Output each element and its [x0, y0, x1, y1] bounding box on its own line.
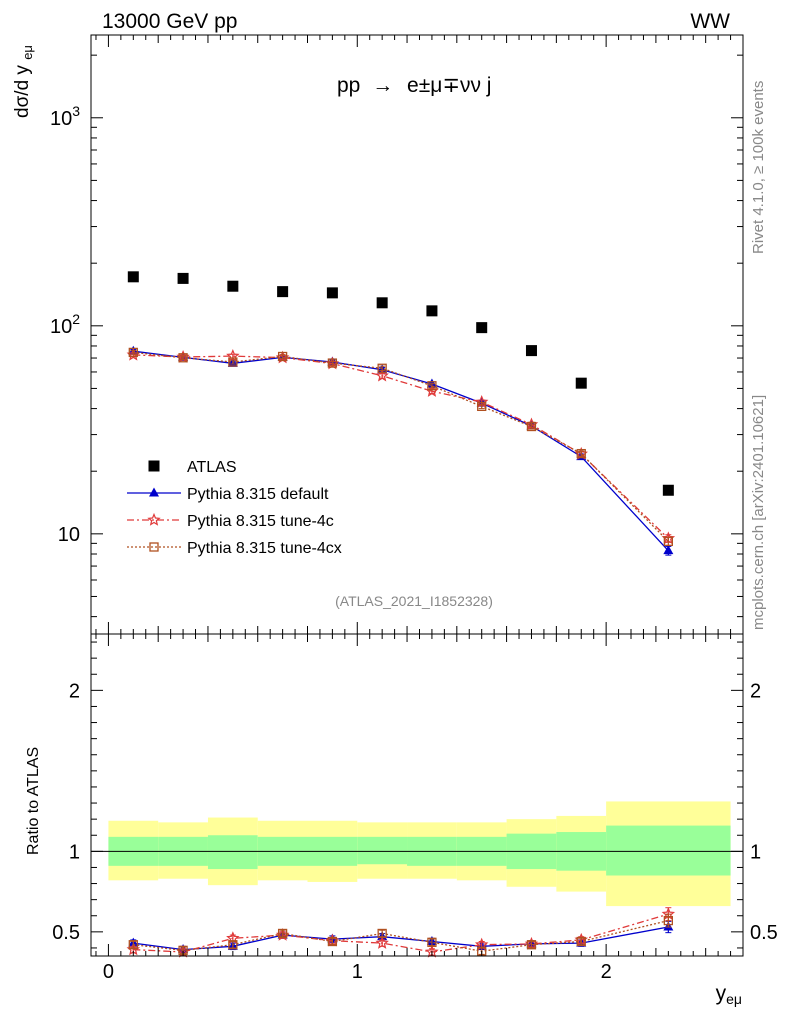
- process-prefix: pp: [337, 74, 360, 97]
- legend-marker: [147, 512, 161, 526]
- data-point: [277, 351, 288, 362]
- data-point: [277, 928, 288, 939]
- series-pythia-8-315-tune-4c: [126, 907, 676, 958]
- data-point: [576, 448, 586, 459]
- data-point: [427, 937, 437, 947]
- data-point: [525, 345, 537, 357]
- series-line: [133, 354, 669, 539]
- data-point: [178, 353, 188, 363]
- data-point: [426, 305, 438, 317]
- legend-entry: Pythia 8.315 tune-4cx: [127, 540, 342, 557]
- legend-label: Pythia 8.315 tune-4c: [187, 513, 334, 530]
- x-tick-label: 0: [103, 961, 114, 983]
- data-point: [128, 940, 138, 950]
- x-axis-label: yeμ: [716, 982, 742, 1007]
- data-point: [526, 940, 537, 950]
- mcplots-label: mcplots.cern.ch [arXiv:2401.10621]: [750, 395, 767, 630]
- ratio-axis-ticks: [91, 634, 743, 956]
- process-final-state: e±μ∓νν j: [407, 74, 491, 97]
- main-y-axis-label: dσ/d y eμ: [12, 45, 35, 118]
- data-point: [227, 280, 239, 292]
- ratio-y-tick-label-left: 2: [69, 680, 80, 702]
- main-y-tick-label: 10: [58, 524, 80, 546]
- header-right: WW: [690, 10, 730, 33]
- rivet-label: Rivet 4.1.0, ≥ 100k events: [750, 81, 767, 254]
- band-inner: [207, 835, 258, 870]
- legend-label: Pythia 8.315 default: [187, 486, 329, 503]
- data-point: [375, 936, 389, 949]
- band-inner: [606, 825, 731, 876]
- data-point: [576, 936, 586, 947]
- data-point: [575, 377, 587, 389]
- data-point: [663, 536, 673, 547]
- series-pythia-8-315-default: [128, 920, 674, 954]
- data-point: [663, 545, 674, 555]
- legend-entry: ATLAS: [148, 459, 237, 476]
- data-point: [377, 363, 387, 373]
- data-point: [177, 272, 189, 284]
- data-point: [327, 358, 338, 368]
- series-line: [133, 351, 669, 542]
- ratio-y-tick-label-right: 1: [750, 841, 761, 863]
- process-arrow: →: [372, 74, 393, 97]
- data-point: [326, 287, 338, 299]
- data-point: [277, 286, 289, 298]
- legend: ATLAS Pythia 8.315 default Pythia 8.315 tu…: [127, 459, 342, 557]
- ratio-y-tick-label-left: 0.5: [52, 922, 80, 944]
- series-pythia-8-315-tune-4cx: [128, 347, 673, 547]
- data-point: [228, 357, 238, 367]
- ratio-y-tick-label-right: 2: [750, 680, 761, 702]
- data-point: [377, 928, 387, 939]
- ratio-panel-frame: [90, 633, 744, 957]
- main-y-tick-label: 103: [50, 103, 80, 130]
- legend-entry: Pythia 8.315 tune-4c: [127, 512, 334, 530]
- legend-entry: Pythia 8.315 default: [127, 486, 329, 503]
- main-y-tick-labels: 10 102 103: [50, 103, 80, 546]
- series-pythia-8-315-tune-4cx: [128, 913, 673, 956]
- data-point: [127, 271, 139, 283]
- data-point: [526, 421, 537, 432]
- legend-marker: [149, 542, 159, 552]
- ratio-y-tick-label-left: 1: [69, 841, 80, 863]
- header-left: 13000 GeV pp: [102, 10, 237, 33]
- series-atlas: [127, 271, 674, 496]
- main-axis-ticks: [91, 35, 743, 634]
- data-point: [376, 297, 388, 309]
- ratio-uncertainty-bands: [108, 801, 731, 907]
- data-point: [663, 915, 673, 926]
- data-point: [327, 936, 338, 947]
- analysis-id: (ATLAS_2021_I1852328): [335, 593, 493, 609]
- process-label: pp → e±μ∓νν j: [337, 74, 491, 97]
- ratio-panel-series: [126, 907, 676, 958]
- ratio-y-tick-label-right: 0.5: [750, 922, 778, 944]
- x-tick-labels: 0 1 2: [103, 961, 612, 983]
- data-point: [228, 940, 238, 950]
- x-tick-label: 1: [352, 961, 363, 983]
- data-point: [662, 484, 674, 496]
- legend-label: ATLAS: [187, 459, 237, 476]
- data-point: [476, 322, 488, 334]
- legend-marker: [148, 460, 160, 472]
- x-tick-label: 2: [601, 961, 612, 983]
- main-y-tick-label: 102: [50, 311, 80, 338]
- main-panel-series: [126, 271, 676, 556]
- data-point: [128, 347, 138, 358]
- data-point: [375, 368, 389, 382]
- ratio-y-axis-label: Ratio to ATLAS: [25, 747, 42, 855]
- ratio-y-tick-labels: 0.5 0.5 1 1 2 2: [52, 680, 778, 944]
- data-point: [477, 401, 487, 412]
- band-inner: [357, 836, 408, 865]
- legend-marker: [149, 487, 159, 497]
- legend-label: Pythia 8.315 tune-4cx: [187, 540, 342, 557]
- data-point: [427, 381, 437, 391]
